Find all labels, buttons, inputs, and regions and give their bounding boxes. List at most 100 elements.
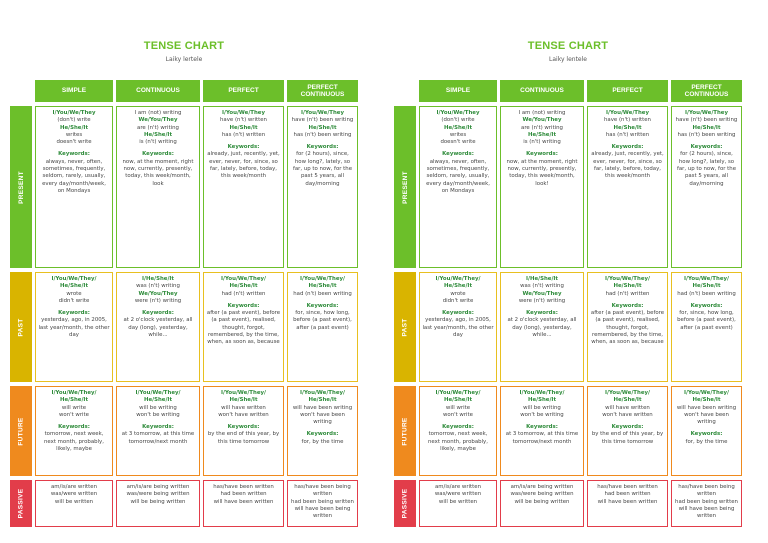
verb-form: didn't write (58, 297, 90, 304)
subject-pronouns: He/She/It (308, 283, 337, 290)
tense-cell-past-perfect-continuous: I/You/We/They/He/She/It had (n't) been wr… (287, 272, 358, 382)
keywords-label: Keywords: (526, 424, 558, 431)
verb-form: won't be writing (136, 411, 180, 418)
row-label-past: PAST (394, 272, 416, 382)
verb-form: doesn't write (56, 139, 92, 146)
subject-pronouns: He/She/It (229, 124, 258, 131)
keywords-label: Keywords: (442, 424, 474, 431)
tense-cell-future-simple: I/You/We/They/He/She/It will write won't w… (35, 386, 113, 476)
keywords-text: now, at the moment, right now, currently… (506, 158, 578, 187)
row-label-passive: PASSIVE (10, 480, 32, 527)
keywords-text: at 3 tomorrow, at this time tomorrow/nex… (505, 431, 579, 445)
verb-form: will be being written (130, 498, 186, 505)
tense-cell-past-perfect: I/You/We/They/He/She/It had (n't) written… (203, 272, 284, 382)
verb-form: will have been written (597, 498, 658, 505)
row-label-future: FUTURE (394, 386, 416, 476)
keywords-label: Keywords: (142, 151, 174, 158)
tense-cell-future-continuous: I/You/We/They/He/She/It will be writing wo… (116, 386, 200, 476)
subject-pronouns: He/She/It (613, 283, 642, 290)
keywords-label: Keywords: (227, 302, 260, 309)
verb-form: doesn't write (440, 139, 476, 146)
verb-form: has/have been written (213, 484, 274, 490)
tense-cell-passive-perfect-continuous: has/have been being written had been bein… (671, 480, 742, 527)
keywords-label: Keywords: (306, 144, 339, 151)
verb-form: was (n't) writing (520, 283, 564, 290)
subject-pronouns: I/You/We/They/ (605, 390, 650, 396)
verb-form: had been written (220, 491, 267, 498)
subject-pronouns: I/You/We/They (606, 110, 649, 116)
chart-title: TENSE CHART (143, 40, 225, 52)
verb-form: won't have been writing (300, 411, 345, 426)
keywords-text: always, never, often, sometimes, frequen… (426, 158, 490, 194)
verb-form: wrote (450, 290, 466, 297)
subject-pronouns: I/You/We/They/ (435, 276, 481, 282)
tense-cell-passive-perfect: has/have been written had been written wil… (587, 480, 668, 527)
tense-cell-past-perfect: I/You/We/They/He/She/It had (n't) written… (587, 272, 668, 382)
subject-pronouns: He/She/It (527, 131, 557, 138)
subject-pronouns: We/You/They (522, 290, 562, 297)
verb-form: will have been being written (678, 505, 735, 520)
verb-form: won't have been writing (684, 411, 729, 426)
verb-form: won't have written (602, 411, 653, 418)
subject-pronouns: He/She/It (443, 283, 473, 290)
keywords-label: Keywords: (611, 302, 644, 309)
tense-cell-future-continuous: I/You/We/They/He/She/It will be writing wo… (500, 386, 584, 476)
subject-pronouns: I/You/We/They (301, 110, 344, 116)
subject-pronouns: I/You/We/They (685, 110, 728, 116)
verb-form: have (n't) been writing (675, 117, 738, 124)
subject-pronouns: We/You/They (138, 290, 178, 297)
verb-form: were (n't) writing (518, 297, 566, 304)
column-header-simple: SIMPLE (35, 80, 113, 102)
row-label-text: PRESENT (401, 170, 409, 204)
verb-form: didn't write (442, 297, 474, 304)
verb-form: were (n't) writing (134, 297, 182, 304)
keywords-label: Keywords: (306, 431, 339, 438)
keywords-text: by the end of this year, by this time to… (591, 431, 664, 445)
tense-cell-present-perfect-continuous: I/You/We/They have (n't) been writing He/S… (287, 106, 358, 268)
verb-form: had been written (604, 491, 651, 498)
keywords-label: Keywords: (526, 310, 558, 317)
verb-form: has (n't) been writing (677, 131, 736, 138)
subject-pronouns: He/She/It (59, 283, 89, 290)
verb-form: will be writing (139, 404, 177, 411)
tense-cell-passive-perfect-continuous: has/have been being written had been bein… (287, 480, 358, 527)
subject-pronouns: I/You/We/They/ (684, 276, 729, 282)
column-header-continuous: CONTINUOUS (116, 80, 200, 102)
keywords-text: for, by the time (685, 438, 728, 445)
tense-cell-passive-continuous: am/is/are being written was/were being wr… (116, 480, 200, 527)
verb-form: has/have been written (597, 484, 658, 490)
subject-pronouns: He/She/It (613, 124, 642, 131)
keywords-text: for, by the time (301, 438, 344, 445)
subject-pronouns: He/She/It (143, 131, 173, 138)
subject-pronouns: We/You/They (522, 117, 562, 124)
verb-form: will have been written (213, 498, 274, 505)
row-label-text: PASSIVE (401, 488, 409, 519)
subject-pronouns: He/She/It (308, 397, 337, 404)
row-label-past: PAST (10, 272, 32, 382)
keywords-label: Keywords: (442, 151, 474, 158)
verb-form: has (n't) written (605, 131, 650, 138)
tense-cell-present-perfect: I/You/We/They have (n't) written He/She/It… (587, 106, 668, 268)
subject-pronouns: I/You/We/They/ (135, 390, 181, 396)
subject-pronouns: I/You/We/They/ (221, 390, 266, 396)
row-label-text: PRESENT (17, 170, 25, 204)
tense-cell-future-simple: I/You/We/They/He/She/It will write won't w… (419, 386, 497, 476)
keywords-text: after (a past event), before (a past eve… (590, 310, 665, 346)
subject-pronouns: He/She/It (59, 124, 89, 131)
verb-form: was/were written (434, 491, 482, 498)
subject-pronouns: I/You/We/They/ (605, 276, 650, 282)
keywords-text: for, since, how long, before (a past eve… (293, 310, 352, 331)
subject-pronouns: We/You/They (138, 117, 178, 124)
verb-form: have (n't) written (604, 117, 651, 124)
verb-form: won't be writing (520, 411, 564, 418)
subject-pronouns: I/You/We/They/ (300, 390, 345, 396)
keywords-label: Keywords: (227, 424, 260, 431)
chart-subtitle: Laiky lentele (549, 56, 587, 63)
keywords-text: after (a past event), before (a past eve… (206, 310, 281, 346)
subject-pronouns: I/You/We/They/ (684, 390, 729, 396)
tense-cell-present-perfect-continuous: I/You/We/They have (n't) been writing He/S… (671, 106, 742, 268)
verb-form: won't have written (218, 411, 269, 418)
keywords-text: now, at the moment, right now, currently… (122, 158, 194, 187)
tense-cell-passive-simple: am/is/are written was/were written will be… (35, 480, 113, 527)
keywords-text: tomorrow, next week, next month, probabl… (44, 431, 104, 453)
